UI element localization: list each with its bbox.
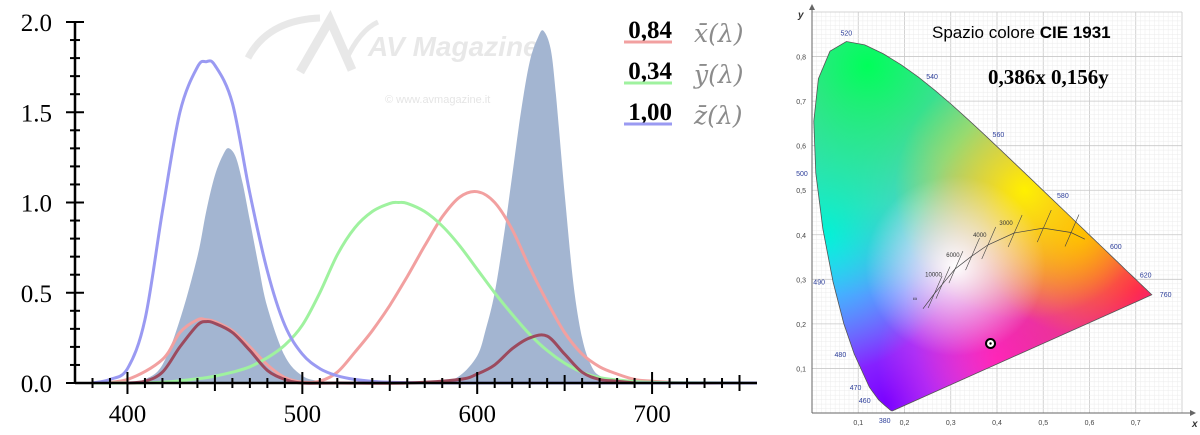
cie-title-plain: Spazio colore xyxy=(932,23,1040,42)
isotherm-line xyxy=(1036,209,1052,243)
y-tick-label: 0,5 xyxy=(796,188,806,195)
watermark-logo-text: AV Magazine xyxy=(367,31,539,62)
x-tick-label: 500 xyxy=(284,401,322,428)
y-tick-label: 1.5 xyxy=(21,100,52,127)
x-axis-arrow xyxy=(1190,410,1196,416)
wavelength-label: 520 xyxy=(841,30,853,37)
cct-label: 3000 xyxy=(999,221,1013,227)
cct-label: 10000 xyxy=(925,273,942,279)
legend-series-name: ȳ(λ) xyxy=(693,60,743,89)
y-tick-label: 1.0 xyxy=(21,191,52,218)
spectrum-area xyxy=(127,30,653,384)
x-tick-label: 0,5 xyxy=(1038,420,1048,427)
y-tick-label: 2.0 xyxy=(21,10,52,37)
wavelength-label: 760 xyxy=(1160,292,1172,299)
legend-value-label: 1,00 xyxy=(628,99,672,126)
wavelength-label: 500 xyxy=(796,171,808,178)
y-tick-label: 0.5 xyxy=(21,281,52,308)
chromaticity-annotation: 0,386x 0,156y xyxy=(988,65,1109,89)
legend-series-name: x̄(λ) xyxy=(694,19,743,48)
y-tick-label: 0,1 xyxy=(796,366,806,373)
cie-diagram: 380 460 470 480 490 500 520 540 560 580 600 620 760 3… xyxy=(796,4,1198,430)
isotherm-line xyxy=(1007,214,1023,248)
x-tick-label: 600 xyxy=(458,401,496,428)
x-tick-label: 700 xyxy=(633,401,671,428)
series-line-x xyxy=(92,190,757,385)
isotherm-line xyxy=(935,266,951,299)
watermark-credit: © www.avmagazine.it xyxy=(385,94,490,106)
wavelength-label: 460 xyxy=(859,398,871,405)
watermark: AV Magazine © www.avmagazine.it xyxy=(244,10,539,106)
x-tick-label: 0,1 xyxy=(853,420,863,427)
y-axis-arrow xyxy=(809,4,815,10)
wavelength-label: 580 xyxy=(1057,193,1069,200)
wavelength-label: 380 xyxy=(879,418,891,425)
cie-title-bold: CIE 1931 xyxy=(1040,23,1111,42)
x-axis-label: x xyxy=(1191,419,1198,430)
wavelength-label: 470 xyxy=(850,385,862,392)
y-tick-label: 0,7 xyxy=(796,99,806,106)
cct-label: ∞ xyxy=(913,297,917,303)
y-tick-label: 0,8 xyxy=(796,55,806,62)
spectral-chart: AV Magazine © www.avmagazine.it 400 500 60… xyxy=(21,10,758,428)
chromaticity-point-center xyxy=(989,342,992,345)
wavelength-label: 540 xyxy=(926,74,938,81)
cie-title: Spazio colore CIE 1931 xyxy=(932,23,1111,42)
y-tick-label: 0.0 xyxy=(21,371,52,398)
x-tick-label: 0,2 xyxy=(900,420,910,427)
x-tick-label: 0,4 xyxy=(992,420,1002,427)
wavelength-label: 480 xyxy=(835,352,847,359)
wavelength-label: 620 xyxy=(1140,273,1152,280)
legend-series-name: z̄(λ) xyxy=(693,101,743,130)
y-axis-label: y xyxy=(797,10,804,21)
y-tick-label: 0,2 xyxy=(796,322,806,329)
x-tick-label: 0,6 xyxy=(1085,420,1095,427)
x-tick-label: 0,7 xyxy=(1131,420,1141,427)
isotherm-line xyxy=(927,275,943,309)
x-tick-label: 0,3 xyxy=(946,420,956,427)
isotherm-line xyxy=(981,226,997,260)
wavelength-label: 490 xyxy=(813,280,825,287)
planckian-locus xyxy=(922,227,1086,309)
y-tick-label: 0,6 xyxy=(796,144,806,151)
x-tick-label: 400 xyxy=(109,401,147,428)
isotherm-line xyxy=(965,238,980,271)
legend-value-label: 0,84 xyxy=(628,17,672,44)
watermark-logo xyxy=(244,10,380,75)
series-line-y xyxy=(92,200,758,385)
spectral-locus xyxy=(813,41,1153,412)
cct-label: 4000 xyxy=(973,233,987,239)
legend-value-label: 0,34 xyxy=(628,58,672,85)
wavelength-label: 560 xyxy=(993,132,1005,139)
cct-label: 6000 xyxy=(946,253,960,259)
wavelength-label: 600 xyxy=(1110,244,1122,251)
isotherm-line xyxy=(948,250,964,284)
y-tick-label: 0,3 xyxy=(796,277,806,284)
isotherm-line xyxy=(1064,214,1080,247)
y-tick-label: 0,4 xyxy=(796,233,806,240)
